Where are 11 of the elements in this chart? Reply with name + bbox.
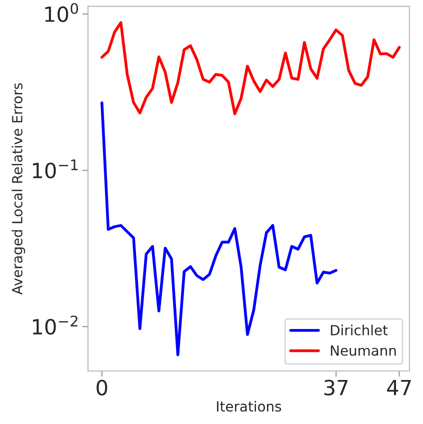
legend-label: Dirichlet (330, 324, 388, 336)
y-tick-label: 10$^{−1}$ (32, 160, 78, 178)
legend-label: Neumann (330, 345, 396, 356)
y-axis-title: Averaged Local Relative Errors (12, 83, 26, 295)
line-series (100, 21, 401, 116)
x-tick-label: 0 (96, 380, 108, 396)
x-tick-label: 47 (387, 380, 411, 396)
x-tick-label: 37 (324, 380, 348, 396)
x-axis-title: Iterations (217, 400, 282, 412)
y-tick-label: 10$^{−2}$ (32, 316, 78, 335)
y-tick-label: 10$^{0}$ (45, 3, 78, 22)
